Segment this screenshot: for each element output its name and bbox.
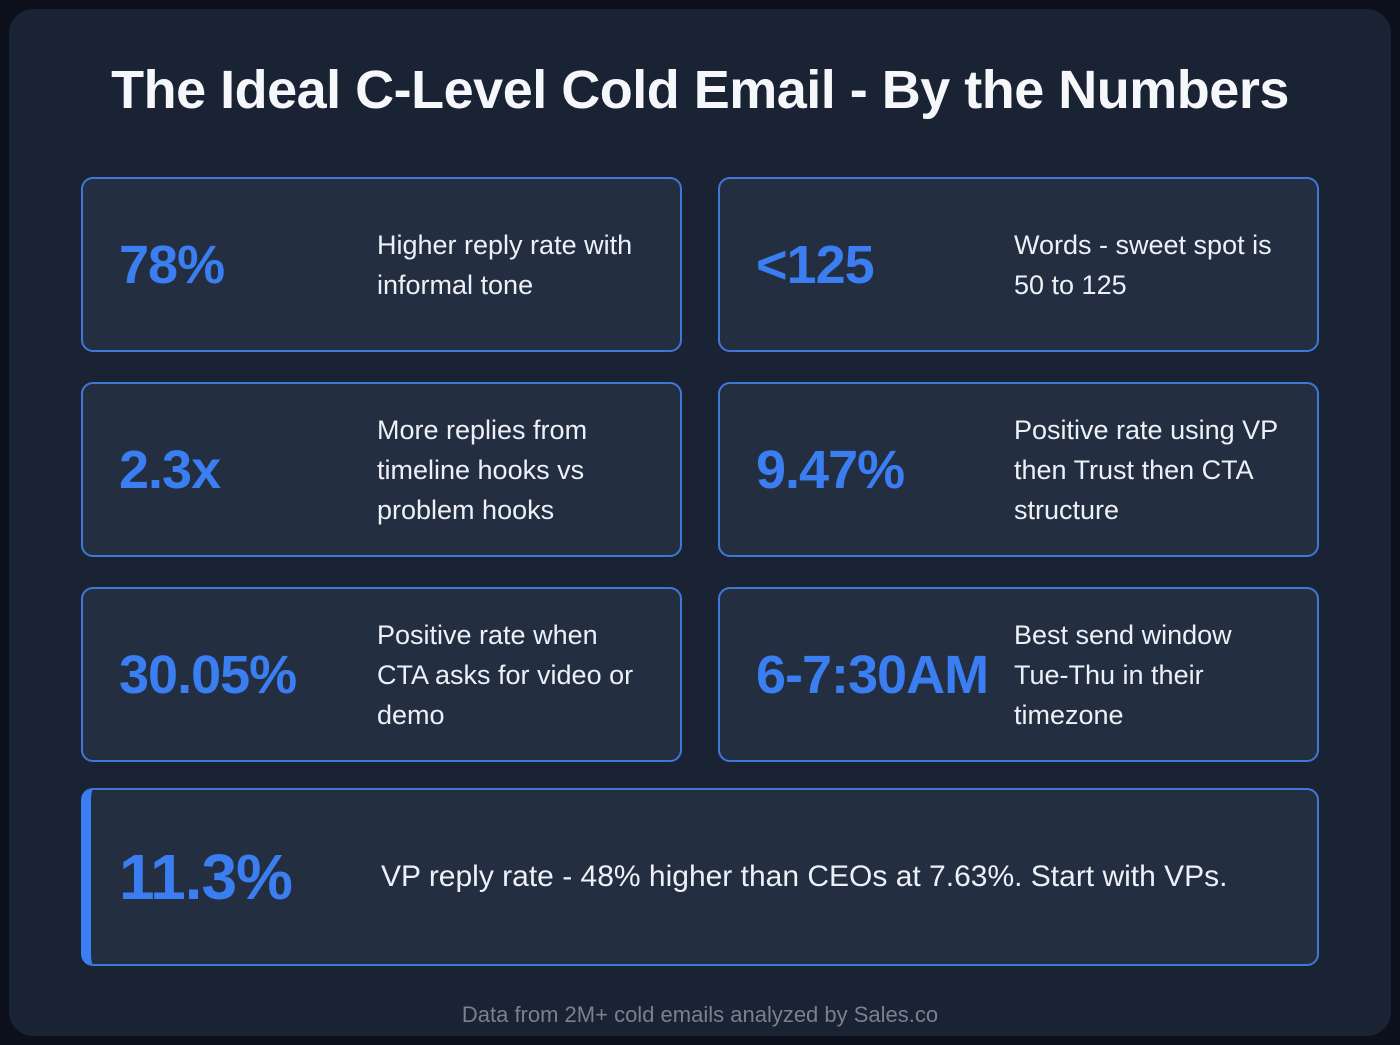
- stats-grid: 78% Higher reply rate with informal tone…: [81, 177, 1319, 762]
- page-title: The Ideal C-Level Cold Email - By the Nu…: [111, 60, 1289, 120]
- stat-label: Positive rate using VP then Trust then C…: [1014, 414, 1278, 525]
- stat-value: 78%: [119, 234, 225, 295]
- stat-label: Positive rate when CTA asks for video or…: [377, 619, 634, 730]
- highlight-stat-value: 11.3%: [119, 841, 293, 913]
- stat-value: <125: [756, 234, 875, 295]
- stat-card-word-count: <125 Words - sweet spot is 50 to 125: [718, 177, 1319, 352]
- stat-value: 2.3x: [119, 439, 221, 500]
- data-source-note: Data from 2M+ cold emails analyzed by Sa…: [461, 1002, 939, 1027]
- stat-value: 30.05%: [119, 644, 297, 705]
- stat-card-send-window: 6-7:30AM Best send window Tue-Thu in the…: [718, 587, 1319, 762]
- stat-label: More replies from timeline hooks vs prob…: [377, 414, 588, 525]
- stat-card-structure: 9.47% Positive rate using VP then Trust …: [718, 382, 1319, 557]
- stat-label: Higher reply rate with informal tone: [377, 229, 633, 300]
- stat-card-informal-tone: 78% Higher reply rate with informal tone: [81, 177, 682, 352]
- stat-card-timeline-hooks: 2.3x More replies from timeline hooks vs…: [81, 382, 682, 557]
- content-area: The Ideal C-Level Cold Email - By the Nu…: [9, 9, 1391, 1028]
- highlight-card-vp-reply-rate: 11.3% VP reply rate - 48% higher than CE…: [81, 788, 1319, 966]
- stat-label: Words - sweet spot is 50 to 125: [1014, 229, 1272, 300]
- stat-value: 9.47%: [756, 439, 905, 500]
- infographic-panel: The Ideal C-Level Cold Email - By the Nu…: [9, 9, 1391, 1036]
- highlight-stat-label: VP reply rate - 48% higher than CEOs at …: [381, 860, 1228, 893]
- stat-label: Best send window Tue-Thu in their timezo…: [1014, 619, 1232, 730]
- stat-card-cta-video-demo: 30.05% Positive rate when CTA asks for v…: [81, 587, 682, 762]
- stat-value: 6-7:30AM: [756, 644, 989, 705]
